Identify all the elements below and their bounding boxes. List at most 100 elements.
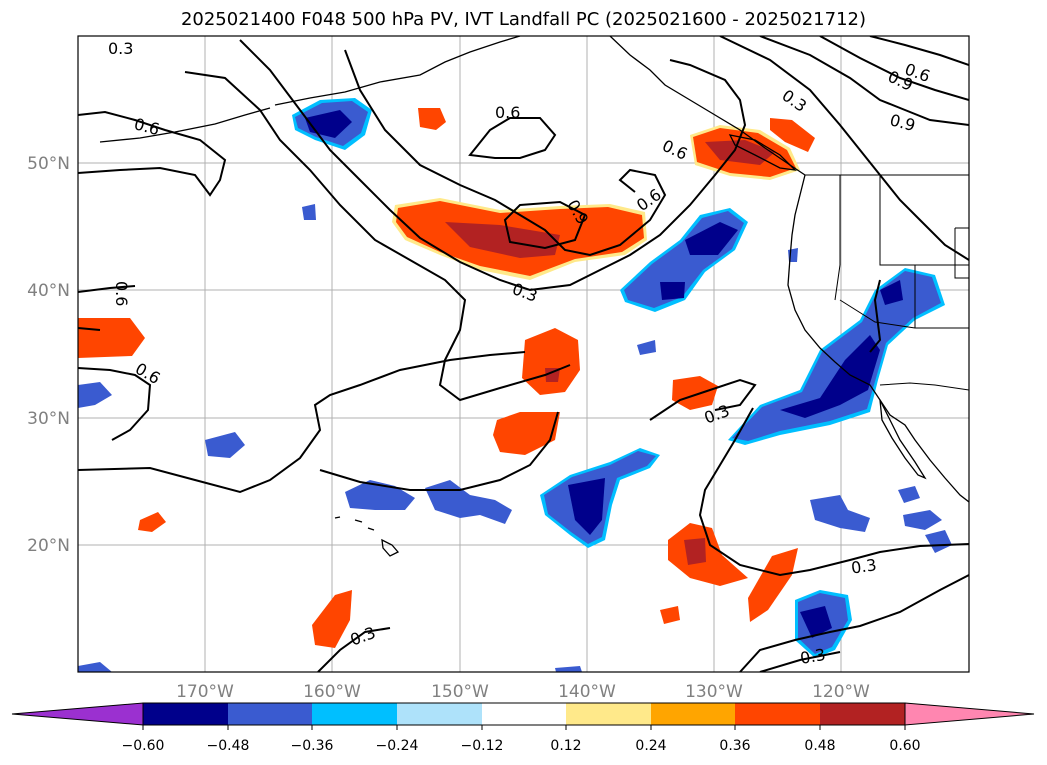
- coastline-baja: [879, 399, 927, 480]
- contour-line: [78, 327, 101, 331]
- contour-line: [344, 49, 667, 257]
- negative-region-small: [302, 204, 316, 220]
- positive-region-small: [770, 118, 815, 152]
- lon-tick-label: 130°W: [685, 682, 743, 702]
- negative-region-california: [732, 271, 941, 441]
- negative-region-southeast-core: [800, 606, 832, 638]
- positive-region-mid: [522, 328, 580, 395]
- coastline-vancouver-island: [728, 134, 797, 171]
- negative-region-small: [925, 530, 952, 553]
- contour-line: [759, 36, 969, 126]
- negative-region-ne-pacific-core: [660, 282, 685, 300]
- positive-region-small: [138, 512, 166, 532]
- positive-region-south: [668, 523, 748, 586]
- colorbar-tick-label: −0.48: [207, 738, 250, 754]
- negative-region-california-core: [780, 335, 880, 418]
- colorbar-tick-label: −0.24: [376, 738, 419, 754]
- positive-region-small: [672, 376, 718, 410]
- coastline-hawaii: [334, 516, 400, 557]
- negative-region-small: [78, 382, 112, 408]
- colorbar: −0.60 −0.48 −0.36 −0.24 −0.12 0.12 0.24 …: [11, 702, 1035, 754]
- contour-line: [698, 407, 969, 577]
- colorbar-segment: [228, 703, 312, 725]
- contour-label: 0.6: [495, 103, 520, 122]
- lon-tick-labels: 170°W 160°W 150°W 140°W 130°W 120°W: [176, 682, 870, 702]
- lat-tick-label: 20°N: [27, 536, 70, 556]
- contour-label: 0.3: [850, 555, 878, 577]
- lat-tick-labels: 50°N 40°N 30°N 20°N: [27, 154, 70, 556]
- colorbar-extend-right: [904, 702, 1035, 726]
- negative-region-small: [78, 662, 112, 672]
- positive-region-south-streak: [748, 548, 798, 622]
- contour-line: [759, 651, 841, 672]
- colorbar-extend-left: [11, 702, 144, 726]
- lat-tick-label: 50°N: [27, 154, 70, 174]
- contour-line: [739, 574, 969, 672]
- lat-tick-label: 30°N: [27, 409, 70, 429]
- lon-tick-label: 150°W: [431, 682, 489, 702]
- contour-line: [184, 71, 571, 402]
- negative-shading: [78, 98, 952, 672]
- contour-label: 0.6: [659, 136, 690, 164]
- contour-line: [719, 36, 969, 261]
- colorbar-segment: [143, 703, 228, 725]
- contour-label: 0.6: [112, 281, 131, 306]
- contour-line: [468, 117, 557, 159]
- positive-region-small: [312, 590, 352, 648]
- contour-line: [78, 110, 227, 197]
- coastlines: [99, 36, 969, 557]
- lat-tick-label: 40°N: [27, 281, 70, 301]
- lon-tick-label: 120°W: [812, 682, 870, 702]
- colorbar-tick-label: −0.60: [122, 738, 165, 754]
- negative-region-ne-pacific-core: [685, 222, 738, 255]
- contour-line: [78, 351, 526, 494]
- positive-region-mid-south: [493, 412, 560, 455]
- contour-label: 0.3: [510, 279, 540, 306]
- colorbar-segment: [651, 703, 735, 725]
- negative-region-small: [205, 432, 245, 458]
- map-title: 2025021400 F048 500 hPa PV, IVT Landfall…: [180, 9, 867, 30]
- contour-line: [319, 411, 559, 491]
- borders: [805, 174, 969, 391]
- contour-label: 0.3: [348, 623, 378, 650]
- positive-region-small: [660, 606, 680, 624]
- contour-label: 0.3: [108, 39, 133, 58]
- pv-contours: [78, 36, 969, 672]
- colorbar-segment: [482, 703, 566, 725]
- map-area: 0.3 0.6 0.6 0.6 0.6 0.9 0.6 0.3 0.9 0.9 …: [78, 36, 969, 672]
- coastline-west-coast: [787, 174, 969, 503]
- colorbar-segment: [312, 703, 397, 725]
- colorbar-tick-label: 0.24: [635, 738, 666, 754]
- contour-line: [78, 367, 152, 441]
- colorbar-segment: [566, 703, 651, 725]
- coastline-southeast-alaska: [609, 36, 806, 176]
- contour-line: [869, 36, 969, 66]
- contour-label: 0.6: [132, 359, 164, 388]
- contour-label: 0.6: [132, 114, 162, 139]
- negative-region-california-core: [880, 280, 903, 305]
- negative-region-small: [903, 510, 942, 530]
- negative-region-central-core: [568, 478, 605, 535]
- border-us-mexico: [879, 382, 969, 391]
- contour-line: [819, 36, 969, 101]
- colorbar-frame: [142, 702, 906, 726]
- state-borders: [834, 175, 969, 329]
- colorbar-tick-label: 0.60: [889, 738, 920, 754]
- colorbar-tick-label: −0.36: [291, 738, 334, 754]
- positive-region-south-core: [684, 538, 706, 565]
- contour-line: [317, 627, 391, 672]
- contour-line: [649, 378, 757, 421]
- lon-tick-label: 160°W: [303, 682, 361, 702]
- colorbar-segment: [735, 703, 820, 725]
- contour-line: [869, 279, 882, 353]
- colorbar-segment: [397, 703, 482, 725]
- colorbar-tick-label: 0.12: [550, 738, 581, 754]
- negative-region-small: [637, 340, 656, 355]
- colorbar-tick-label: −0.12: [461, 738, 504, 754]
- negative-region-small: [810, 495, 870, 532]
- colorbar-segment: [820, 703, 905, 725]
- coastline-alaska-peninsula: [274, 36, 521, 106]
- contour-line: [503, 200, 587, 250]
- positive-region-west-edge: [78, 318, 145, 358]
